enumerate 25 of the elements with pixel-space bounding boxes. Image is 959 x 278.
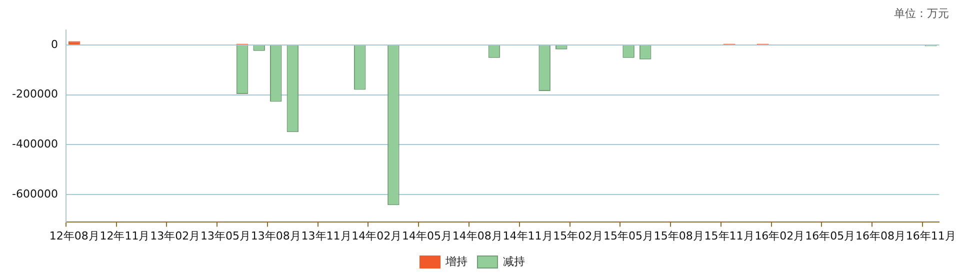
legend-label: 减持 bbox=[503, 254, 525, 268]
x-tick-label: 14年05月 bbox=[402, 229, 452, 242]
x-tick-label: 15年05月 bbox=[604, 229, 654, 242]
x-tick-label: 15年02月 bbox=[553, 229, 604, 242]
x-tick-label: 13年08月 bbox=[250, 229, 301, 242]
x-tick-label: 15年08月 bbox=[654, 229, 704, 242]
y-tick-label: -400000 bbox=[12, 137, 58, 150]
x-tick-label: 12年11月 bbox=[100, 229, 150, 242]
x-tick-label: 16年08月 bbox=[855, 229, 906, 242]
y-tick-label: -600000 bbox=[12, 187, 58, 200]
text: 单位：万元 bbox=[894, 6, 949, 21]
x-tick-label: 16年05月 bbox=[805, 229, 856, 242]
x-tick-label: 14年08月 bbox=[452, 229, 502, 242]
x-tick-label: 12年08月 bbox=[49, 229, 100, 242]
x-tick-label: 15年11月 bbox=[704, 229, 754, 242]
x-tick-label: 13年11月 bbox=[301, 229, 352, 242]
x-tick-label: 13年02月 bbox=[150, 229, 200, 242]
x-tick-label: 14年02月 bbox=[352, 229, 402, 242]
x-tick-label: 16年02月 bbox=[754, 229, 805, 242]
y-tick-label: 0 bbox=[50, 38, 58, 51]
legend-label: 增持 bbox=[444, 254, 468, 268]
x-tick-label: 14年11月 bbox=[502, 229, 553, 242]
x-tick-label: 16年11月 bbox=[906, 229, 956, 242]
x-tick-label: 13年05月 bbox=[200, 229, 250, 242]
y-tick-label: -200000 bbox=[12, 88, 58, 101]
